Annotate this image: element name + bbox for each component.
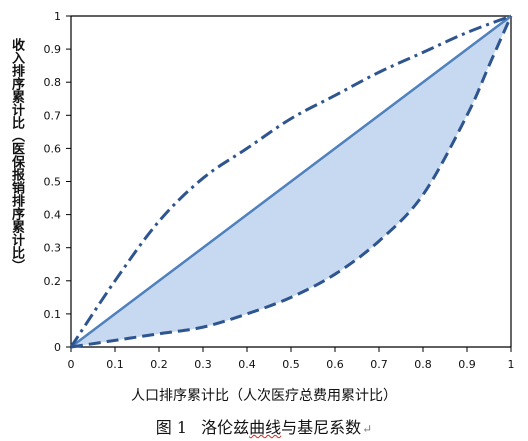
x-tick-label: 0.3 <box>194 358 212 371</box>
paragraph-mark: ↵ <box>362 422 373 436</box>
y-tick-label: 0.1 <box>44 308 62 321</box>
y-tick-label: 0.7 <box>44 109 62 122</box>
series-dashdot-curve <box>69 14 512 348</box>
x-tick-label: 0.8 <box>414 358 432 371</box>
x-tick-label: 0.1 <box>106 358 124 371</box>
x-tick-label: 0.6 <box>326 358 344 371</box>
y-tick-label: 1 <box>54 10 61 23</box>
caption-label: 图 1 <box>155 418 188 437</box>
x-axis-label: 人口排序累计比（人次医疗总费用累计比） <box>131 388 397 404</box>
x-tick-label: 0.2 <box>150 358 168 371</box>
y-tick-label: 0.4 <box>44 209 62 222</box>
x-tick-label: 0.5 <box>282 358 300 371</box>
x-tick-label: 0.4 <box>238 358 256 371</box>
y-tick-label: 0.5 <box>44 176 62 189</box>
y-tick-label: 0.9 <box>44 43 62 56</box>
figure-caption: 图 1 洛伦兹曲线与基尼系数↵ <box>0 414 528 438</box>
y-tick-label: 0.2 <box>44 275 62 288</box>
series-dashed-curve <box>70 15 513 349</box>
caption-squiggly-text: 曲线 <box>249 418 282 437</box>
y-tick-label: 0.8 <box>44 76 62 89</box>
x-tick-label: 1 <box>508 358 515 371</box>
y-tick-label: 0 <box>54 341 61 354</box>
y-tick-label: 0.3 <box>44 242 62 255</box>
caption-suffix: 与基尼系数 <box>281 418 362 437</box>
x-tick-label: 0 <box>68 358 75 371</box>
y-axis-label: 收入排序累计比（医保报销排序累计比） <box>9 38 24 272</box>
x-tick-label: 0.7 <box>370 358 388 371</box>
y-tick-label: 0.6 <box>44 142 62 155</box>
x-tick-label: 0.9 <box>458 358 476 371</box>
caption-prefix: 洛伦兹 <box>201 418 250 437</box>
series-equality-line <box>70 15 512 348</box>
